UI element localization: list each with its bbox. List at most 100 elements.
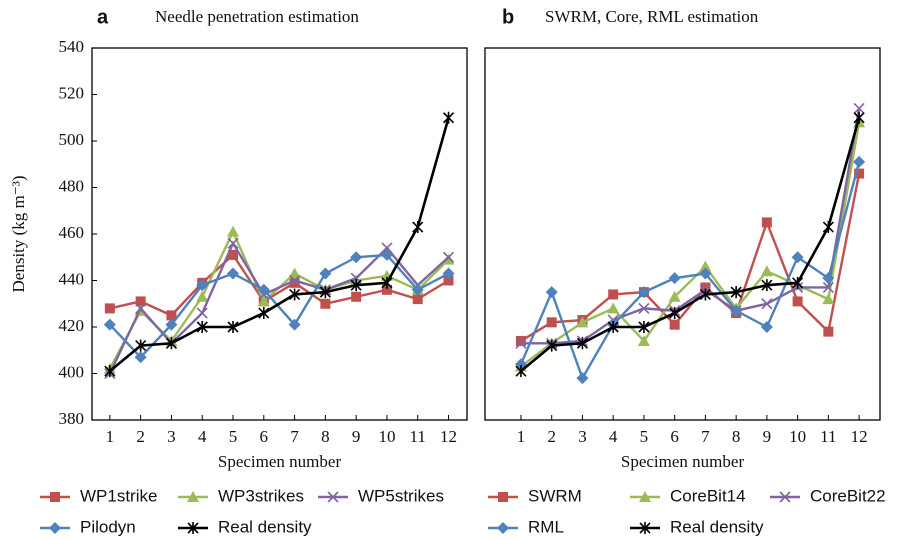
data-point (196, 307, 208, 319)
y-tick-label: 480 (59, 176, 85, 195)
y-tick-label: 440 (59, 269, 85, 288)
data-point (515, 337, 527, 349)
x-tick-label: 3 (578, 427, 587, 446)
data-point (228, 249, 239, 260)
legend-marker (779, 491, 791, 503)
data-point (761, 279, 773, 292)
data-point (289, 288, 301, 301)
data-point (515, 335, 526, 346)
data-point (853, 155, 866, 168)
data-point (442, 267, 455, 280)
x-tick-label: 7 (701, 427, 710, 446)
data-point (442, 111, 455, 124)
data-point (668, 272, 681, 285)
data-point (134, 351, 147, 364)
data-point (412, 221, 424, 234)
y-tick-label: 460 (59, 223, 85, 242)
data-point (576, 372, 589, 385)
data-point (668, 290, 681, 302)
legend-label: CoreBit14 (670, 486, 746, 505)
x-tick-label: 2 (136, 427, 145, 446)
legend-marker (639, 491, 651, 502)
legend-marker (49, 522, 61, 534)
data-point (380, 248, 393, 261)
x-tick-label: 9 (352, 427, 361, 446)
data-point (791, 251, 804, 264)
data-point (730, 286, 742, 299)
x-tick-label: 11 (820, 427, 836, 446)
series-line (520, 122, 861, 368)
data-point (854, 168, 865, 179)
data-point (289, 274, 301, 287)
data-point (135, 296, 146, 307)
data-point (699, 288, 711, 301)
data-point (607, 321, 619, 333)
legend-marker (327, 491, 339, 503)
data-point (576, 337, 589, 350)
x-tick-label: 10 (789, 427, 806, 446)
data-point (442, 253, 455, 265)
x-tick-label: 12 (440, 427, 457, 446)
legend-marker (497, 522, 509, 534)
data-point (411, 283, 424, 296)
data-point (196, 321, 208, 333)
x-tick-label: 10 (378, 427, 395, 446)
data-point (104, 303, 115, 314)
x-tick-label: 12 (851, 427, 868, 446)
data-point (545, 286, 558, 299)
x-tick-label: 8 (321, 427, 330, 446)
data-point (412, 294, 423, 305)
legend-marker (639, 522, 651, 534)
y-tick-label: 540 (59, 37, 85, 56)
data-point (227, 237, 239, 249)
y-tick-label: 420 (59, 316, 85, 335)
series-line (520, 108, 861, 345)
panel-label: b (502, 6, 514, 28)
legend-label: Real density (670, 517, 764, 536)
x-tick-label: 6 (260, 427, 269, 446)
x-axis-label: Specimen number (218, 452, 342, 471)
data-point (443, 275, 454, 286)
legend-label: WP5strikes (358, 486, 444, 505)
data-point (546, 317, 557, 328)
series-line (108, 253, 450, 359)
y-tick-label: 400 (59, 362, 85, 381)
data-point (104, 365, 116, 378)
data-point (853, 102, 865, 115)
data-point (607, 302, 620, 314)
data-point (319, 267, 332, 280)
series-line (520, 117, 861, 373)
legend-label: WP3strikes (218, 486, 304, 505)
data-point (227, 225, 240, 237)
legend-label: SWRM (528, 486, 582, 505)
data-point (761, 217, 772, 228)
data-point (792, 276, 804, 289)
x-tick-label: 9 (763, 427, 772, 446)
data-point (822, 272, 835, 285)
data-point (700, 282, 711, 293)
data-point (637, 334, 650, 346)
data-point (761, 298, 773, 310)
data-point (103, 318, 116, 331)
plot-frame (91, 47, 468, 421)
legend-label: Real density (218, 517, 312, 536)
x-tick-label: 4 (198, 427, 207, 446)
data-point (227, 267, 240, 280)
x-tick-label: 6 (670, 427, 679, 446)
x-tick-label: 11 (410, 427, 426, 446)
data-point (822, 293, 835, 305)
data-point (289, 277, 300, 288)
x-tick-label: 5 (229, 427, 238, 446)
legend-label: WP1strike (80, 486, 157, 505)
data-point (258, 307, 270, 320)
panel-label: a (97, 6, 109, 28)
legend-marker (187, 491, 199, 502)
data-point (166, 310, 177, 321)
x-tick-label: 4 (609, 427, 618, 446)
x-tick-label: 1 (517, 427, 526, 446)
data-point (699, 267, 712, 280)
data-point (381, 242, 393, 254)
chart-title: SWRM, Core, RML estimation (545, 7, 759, 26)
data-point (792, 296, 803, 307)
